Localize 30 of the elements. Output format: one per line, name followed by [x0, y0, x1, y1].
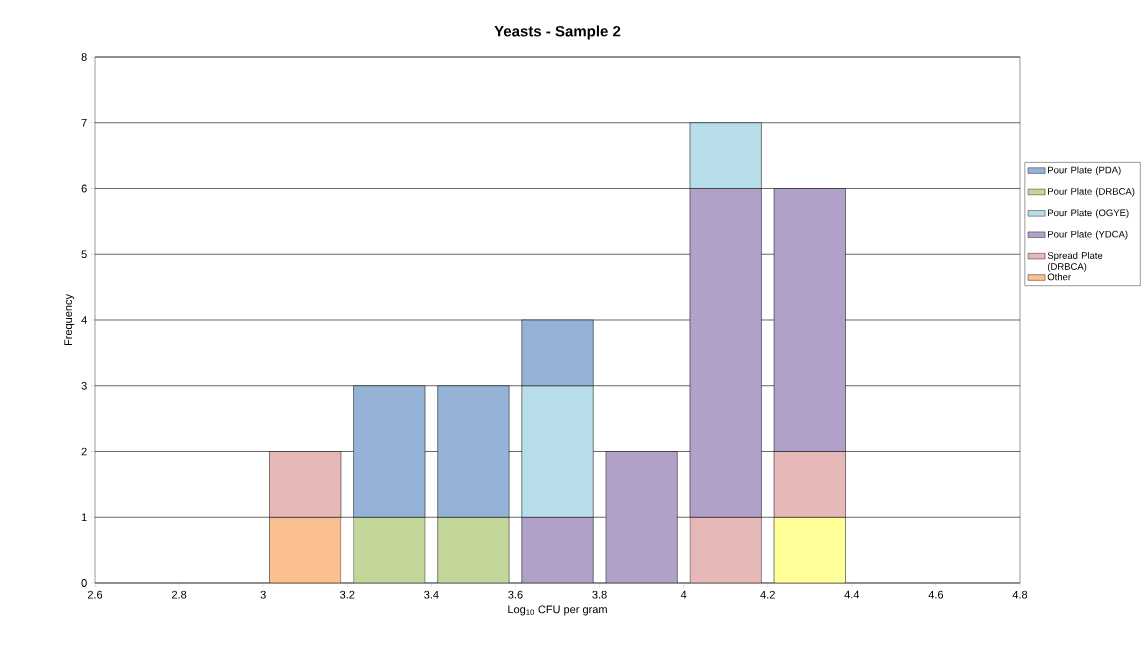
x-tick-label: 3.4 [424, 590, 439, 599]
y-tick-label: 8 [81, 53, 87, 61]
x-tick-label: 4.2 [760, 590, 775, 599]
y-tick-label: 4 [81, 316, 87, 324]
x-tick-label: 3 [260, 590, 266, 599]
x-tick-label: 4 [680, 590, 687, 599]
y-tick-label: 0 [81, 579, 87, 587]
x-tick-label: 4.6 [928, 590, 944, 599]
legend-label: Pour Plate (OGYE) [1048, 209, 1129, 219]
x-tick-label: 2.8 [172, 590, 187, 599]
y-tick-label: 3 [81, 381, 87, 390]
y-tick-label: 1 [81, 513, 87, 522]
y-tick-label: 5 [81, 250, 87, 259]
y-axis-title: Frequency [64, 294, 75, 346]
y-tick-label: 7 [81, 118, 87, 127]
legend-label: Spread Plate (DRBCA) [1047, 251, 1103, 272]
x-tick-label: 3.8 [592, 590, 607, 599]
x-tick-label: 4.8 [1012, 590, 1028, 599]
x-tick-label: 2.6 [87, 590, 103, 599]
legend-label: Pour Plate (PDA) [1048, 166, 1121, 176]
x-tick-label: 3.2 [340, 590, 355, 599]
x-tick-label: 4.4 [844, 590, 860, 599]
x-axis-title: Log$_{10}$ CFU per gram [508, 605, 607, 616]
y-tick-label: 2 [81, 447, 87, 456]
legend-label: Pour Plate (DRBCA) [1048, 187, 1135, 197]
chart-title: Yeasts - Sample 2 [494, 25, 621, 40]
legend-label: Pour Plate (YDCA) [1048, 230, 1128, 240]
x-tick-label: 3.6 [508, 590, 523, 599]
legend-label: Other [1047, 273, 1071, 281]
y-tick-label: 6 [81, 184, 87, 193]
